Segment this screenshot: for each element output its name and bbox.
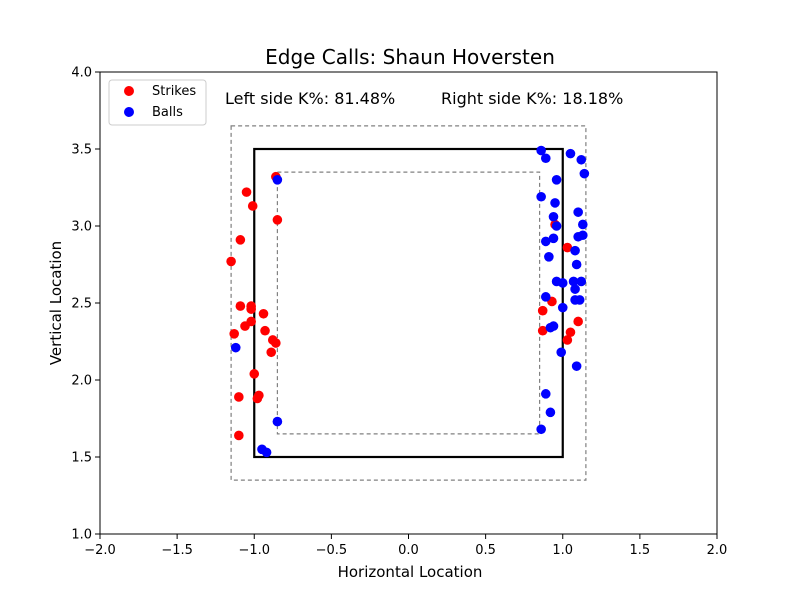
plot-frame xyxy=(99,71,718,535)
balls-point-20 xyxy=(578,230,588,241)
strikes-point-5 xyxy=(272,215,283,225)
strikes-point-15 xyxy=(271,338,281,348)
strikes-point-27 xyxy=(573,316,583,327)
balls-point-12 xyxy=(550,198,560,208)
legend-marker-strikes xyxy=(124,86,134,96)
strikes-point-0 xyxy=(226,256,236,267)
x-tick-label: −2.0 xyxy=(84,543,116,558)
chart-title: Edge Calls: Shaun Hoversten xyxy=(265,45,555,69)
x-tick-label: 2.0 xyxy=(707,543,728,558)
balls-point-13 xyxy=(548,211,559,222)
x-tick-label: 1.0 xyxy=(552,543,573,558)
strikes-point-12 xyxy=(229,329,239,339)
balls-point-21 xyxy=(570,245,580,256)
x-tick-label: 0.0 xyxy=(398,543,419,558)
y-tick-label: 3.5 xyxy=(71,143,92,158)
legend-label-strikes: Strikes xyxy=(152,84,196,99)
strikes-point-9 xyxy=(258,308,269,319)
balls-point-25 xyxy=(557,278,568,288)
balls-point-7 xyxy=(565,148,576,159)
strikes-point-25 xyxy=(537,305,548,316)
balls-point-9 xyxy=(551,175,562,185)
strike-zone xyxy=(253,147,564,459)
strikes-point-18 xyxy=(234,392,244,402)
balls-point-15 xyxy=(551,221,562,231)
strikes-point-26 xyxy=(537,325,548,336)
y-tick-label: 2.5 xyxy=(71,297,92,312)
balls-point-1 xyxy=(230,342,241,353)
balls-point-34 xyxy=(548,321,559,331)
x-tick-label: −0.5 xyxy=(316,543,348,558)
strikes-point-29 xyxy=(562,335,573,345)
y-tick-label: 2.0 xyxy=(71,374,92,389)
strikes-point-17 xyxy=(249,369,260,379)
strikes-point-16 xyxy=(266,347,277,358)
balls-point-22 xyxy=(544,251,554,262)
strikes-point-8 xyxy=(246,304,256,314)
legend-marker-balls xyxy=(124,107,134,117)
balls-point-11 xyxy=(536,191,546,202)
y-tick-label: 1.0 xyxy=(71,528,92,543)
x-axis-label: Horizontal Location xyxy=(338,563,483,581)
strikes-point-20 xyxy=(252,393,263,404)
balls-point-31 xyxy=(574,295,585,305)
balls-point-23 xyxy=(571,259,582,270)
strikes-point-1 xyxy=(241,187,252,197)
y-tick-label: 1.5 xyxy=(71,451,92,466)
balls-point-5 xyxy=(536,145,546,156)
balls-point-16 xyxy=(578,219,588,230)
right-side-annotation: Right side K%: 18.18% xyxy=(441,89,623,108)
balls-point-32 xyxy=(557,302,568,313)
strikes-point-23 xyxy=(562,242,573,253)
balls-point-6 xyxy=(540,153,551,164)
strikes-point-3 xyxy=(247,201,258,211)
y-axis-ticks: 1.0 1.5 2.0 2.5 3.0 3.5 4.0 xyxy=(71,66,100,543)
balls-point-27 xyxy=(576,276,587,287)
y-tick-label: 3.0 xyxy=(71,220,92,235)
balls-point-4 xyxy=(261,447,272,458)
balls-point-26 xyxy=(568,276,579,287)
strikes-point-2 xyxy=(235,235,246,245)
left-side-annotation: Left side K%: 81.48% xyxy=(225,89,395,108)
balls-point-17 xyxy=(540,236,551,247)
legend: Strikes Balls xyxy=(108,79,207,126)
balls-point-35 xyxy=(556,347,567,358)
x-axis-ticks: −2.0 −1.5 −1.0 −0.5 0.0 0.5 1.0 1.5 2.0 xyxy=(84,534,727,558)
strikes-point-28 xyxy=(565,327,576,338)
balls-point-10 xyxy=(579,168,590,179)
point-group xyxy=(226,145,590,458)
balls-point-2 xyxy=(272,416,283,427)
balls-point-8 xyxy=(576,154,587,165)
x-tick-label: −1.0 xyxy=(238,543,270,558)
strikes-point-21 xyxy=(234,430,244,441)
balls-point-37 xyxy=(540,389,551,399)
zone-group xyxy=(230,125,587,481)
y-tick-label: 4.0 xyxy=(71,66,92,81)
balls-point-18 xyxy=(548,233,559,244)
x-tick-label: 0.5 xyxy=(475,543,496,558)
balls-point-14 xyxy=(573,207,583,217)
balls-point-39 xyxy=(536,424,546,435)
balls-point-29 xyxy=(540,292,551,302)
y-axis-label: Vertical Location xyxy=(47,241,65,365)
balls-point-28 xyxy=(570,284,580,294)
balls-point-0 xyxy=(272,175,283,185)
strikes-point-6 xyxy=(235,301,246,311)
x-tick-label: 1.5 xyxy=(630,543,651,558)
balls-point-38 xyxy=(545,407,556,418)
x-tick-label: −1.5 xyxy=(161,543,193,558)
legend-label-balls: Balls xyxy=(152,105,183,120)
strikes-point-13 xyxy=(260,325,270,336)
strikes-point-11 xyxy=(246,316,256,327)
balls-point-36 xyxy=(571,361,582,371)
inner-zone xyxy=(276,171,541,435)
outer-zone xyxy=(230,125,587,481)
